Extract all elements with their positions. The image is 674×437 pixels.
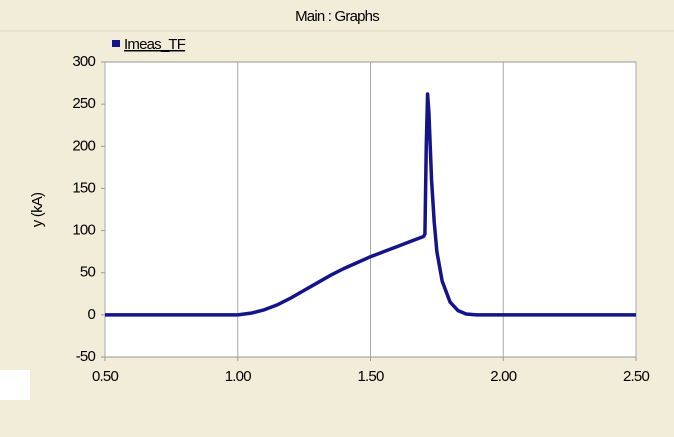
- y-tick-label: 0: [87, 306, 95, 323]
- x-tick-label: 0.50: [92, 368, 118, 385]
- y-axis-label: y (kA): [29, 192, 46, 227]
- x-tick-label: 1.00: [225, 368, 251, 385]
- y-tick-label: 200: [72, 137, 95, 154]
- y-tick-label: 100: [72, 222, 95, 239]
- legend-swatch: [112, 40, 120, 47]
- chart-title: Main : Graphs: [295, 8, 379, 25]
- x-tick-label: 2.50: [623, 368, 649, 385]
- series-line: [105, 92, 636, 317]
- y-tick-label: 250: [72, 95, 95, 112]
- legend-label: Imeas_TF: [124, 36, 186, 53]
- corner-box: [0, 370, 30, 400]
- y-tick-label: -50: [76, 348, 96, 365]
- y-tick-label: 300: [72, 53, 95, 70]
- y-tick-label: 150: [72, 179, 95, 196]
- x-tick-label: 1.50: [358, 368, 384, 385]
- y-tick-label: 50: [80, 264, 96, 281]
- x-tick-label: 2.00: [490, 368, 516, 385]
